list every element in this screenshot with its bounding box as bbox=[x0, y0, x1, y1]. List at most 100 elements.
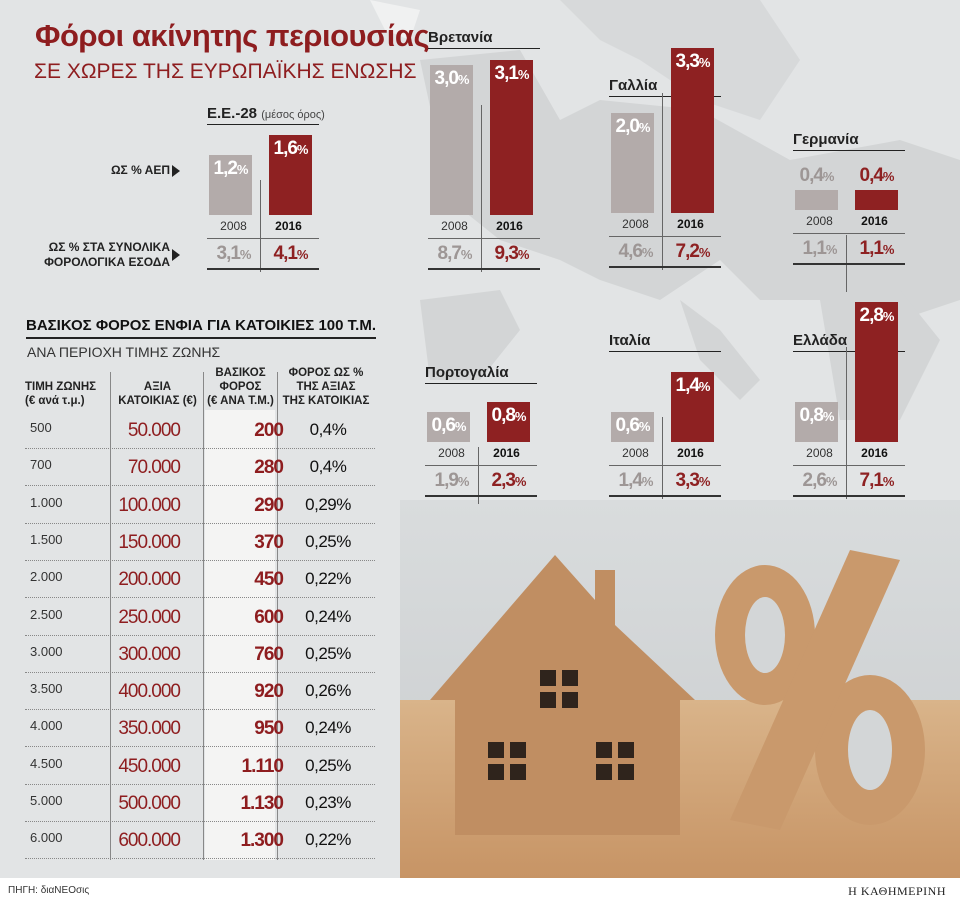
bar-value: 3,0 bbox=[434, 68, 459, 89]
percent-sign: % bbox=[457, 72, 470, 87]
panel-divider bbox=[662, 93, 663, 270]
infographic-canvas: Φόροι ακίνητης περιουσίας ΣΕ ΧΩΡΕΣ ΤΗΣ Ε… bbox=[0, 0, 960, 878]
year-label: 2008 bbox=[441, 219, 468, 233]
house-value: 400.000 bbox=[118, 681, 181, 703]
panel-name: Ιταλία bbox=[609, 332, 651, 349]
revenue-number: 1,9 bbox=[434, 470, 459, 491]
column-divider bbox=[277, 372, 278, 860]
percent-sign: % bbox=[641, 245, 654, 260]
table-row: 500 50.000 200 0,4% bbox=[25, 412, 375, 449]
panel-title: Ιταλία bbox=[609, 332, 721, 352]
bar-value-label: 2,0% bbox=[611, 116, 654, 138]
bar-value: 3,1 bbox=[494, 63, 519, 84]
percent-sign: % bbox=[236, 162, 249, 177]
bar-value-label: 1,6% bbox=[269, 138, 312, 160]
percent-sign: % bbox=[698, 379, 711, 394]
column-divider bbox=[110, 372, 111, 860]
bar-2016 bbox=[269, 135, 312, 215]
bar-2008 bbox=[611, 113, 654, 213]
table-row: 4.500 450.000 1.110 0,25% bbox=[25, 748, 375, 785]
basic-tax: 600 bbox=[254, 606, 284, 628]
percent-sign: % bbox=[454, 419, 467, 434]
column-header-line: (€ ΑΝΑ Τ.Μ.) bbox=[207, 395, 274, 407]
bar-2016 bbox=[671, 48, 714, 213]
year-label: 2016 bbox=[275, 219, 302, 233]
panel-title: Γαλλία bbox=[609, 77, 721, 97]
percent-sign: % bbox=[457, 474, 470, 489]
panel-title: Ελλάδα bbox=[793, 332, 905, 352]
tax-percent: 0,29% bbox=[305, 494, 351, 514]
tax-percent: 0,4% bbox=[309, 420, 347, 439]
panel-bottom-rule bbox=[793, 495, 905, 497]
percent-sign: % bbox=[638, 419, 651, 434]
year-label: 2008 bbox=[622, 217, 649, 231]
column-header-line: (€ ανά τ.μ.) bbox=[25, 395, 85, 407]
zone-price: 5.000 bbox=[30, 793, 63, 808]
zone-price: 1.500 bbox=[30, 531, 63, 547]
percent-sign: % bbox=[825, 474, 838, 489]
percent-sign: % bbox=[514, 409, 527, 424]
year-label: 2016 bbox=[677, 446, 704, 460]
panel-divider bbox=[662, 417, 663, 499]
house-value: 300.000 bbox=[118, 643, 181, 665]
revenue-value: 3,1% bbox=[207, 243, 260, 265]
panel-separator bbox=[609, 236, 721, 237]
bar-value: 0,4 bbox=[859, 165, 884, 186]
revenue-number: 1,1 bbox=[859, 238, 884, 259]
column-divider bbox=[203, 372, 204, 860]
panel-name: Βρετανία bbox=[428, 29, 493, 46]
column-header-line: ΦΟΡΟΣ ΩΣ % bbox=[288, 367, 364, 379]
panel-note: (μέσος όρος) bbox=[261, 109, 325, 121]
panel-name: Ελλάδα bbox=[793, 332, 848, 349]
revenue-value: 8,7% bbox=[428, 243, 481, 265]
tax-percent: 0,4% bbox=[309, 457, 347, 477]
column-header-line: ΤΗΣ ΑΞΙΑΣ bbox=[296, 381, 356, 393]
zone-price: 3.500 bbox=[30, 681, 63, 697]
panel-separator bbox=[793, 233, 905, 234]
percent-sign: % bbox=[698, 245, 711, 260]
column-header: ΤΙΜΗ ΖΩΝΗΣ (€ ανά τ.μ.) bbox=[25, 380, 110, 408]
year-label: 2008 bbox=[438, 446, 465, 460]
page-subtitle: ΣΕ ΧΩΡΕΣ ΤΗΣ ΕΥΡΩΠΑΪΚΗΣ ΕΝΩΣΗΣ bbox=[34, 60, 417, 83]
revenue-value: 1,9% bbox=[425, 470, 478, 492]
revenue-number: 2,6 bbox=[802, 470, 827, 491]
year-label: 2008 bbox=[806, 446, 833, 460]
bar-2008 bbox=[795, 190, 838, 210]
bar-value-label: 3,3% bbox=[671, 51, 714, 73]
bar-value-label: 1,4% bbox=[671, 375, 714, 397]
bar-2016 bbox=[490, 60, 533, 215]
basic-tax: 760 bbox=[254, 643, 284, 665]
basic-tax: 450 bbox=[254, 569, 284, 591]
column-header-line: ΚΑΤΟΙΚΙΑΣ (€) bbox=[118, 395, 197, 407]
revenue-number: 4,6 bbox=[618, 241, 643, 262]
basic-tax: 950 bbox=[254, 718, 284, 740]
percent-sign: % bbox=[698, 55, 711, 70]
tax-percent: 0,26% bbox=[305, 681, 351, 701]
revenue-number: 7,1 bbox=[859, 470, 884, 491]
tax-percent: 0,22% bbox=[305, 830, 351, 850]
source-note: ΠΗΓΗ: διαΝΕΟσις bbox=[8, 885, 90, 896]
year-label: 2016 bbox=[677, 217, 704, 231]
revenue-row-label-line2: ΦΟΡΟΛΟΓΙΚΑ ΕΣΟΔΑ bbox=[44, 255, 170, 269]
panel-bottom-rule bbox=[609, 495, 721, 497]
year-label: 2016 bbox=[861, 446, 888, 460]
arrow-right-icon bbox=[172, 249, 180, 261]
bar-value-label: 3,1% bbox=[490, 63, 533, 85]
bar-value-label: 0,4% bbox=[795, 165, 838, 187]
zone-price: 1.000 bbox=[30, 494, 63, 510]
table-row: 3.500 400.000 920 0,26% bbox=[25, 673, 375, 711]
basic-tax: 1.130 bbox=[240, 793, 284, 814]
house-value: 50.000 bbox=[127, 420, 181, 441]
percent-sign: % bbox=[296, 247, 309, 262]
percent-sign: % bbox=[882, 242, 895, 257]
percent-sign: % bbox=[822, 169, 835, 184]
bar-value-label: 0,4% bbox=[855, 165, 898, 187]
bar-value: 0,8 bbox=[491, 405, 516, 426]
bar-value-label: 1,2% bbox=[209, 158, 252, 180]
percent-sign: % bbox=[882, 474, 895, 489]
gdp-row-label: ΩΣ % ΑΕΠ bbox=[110, 163, 170, 177]
bar-value: 2,0 bbox=[615, 116, 640, 137]
house-value: 200.000 bbox=[118, 569, 181, 591]
bar-value-label: 3,0% bbox=[430, 68, 473, 90]
year-label: 2016 bbox=[496, 219, 523, 233]
